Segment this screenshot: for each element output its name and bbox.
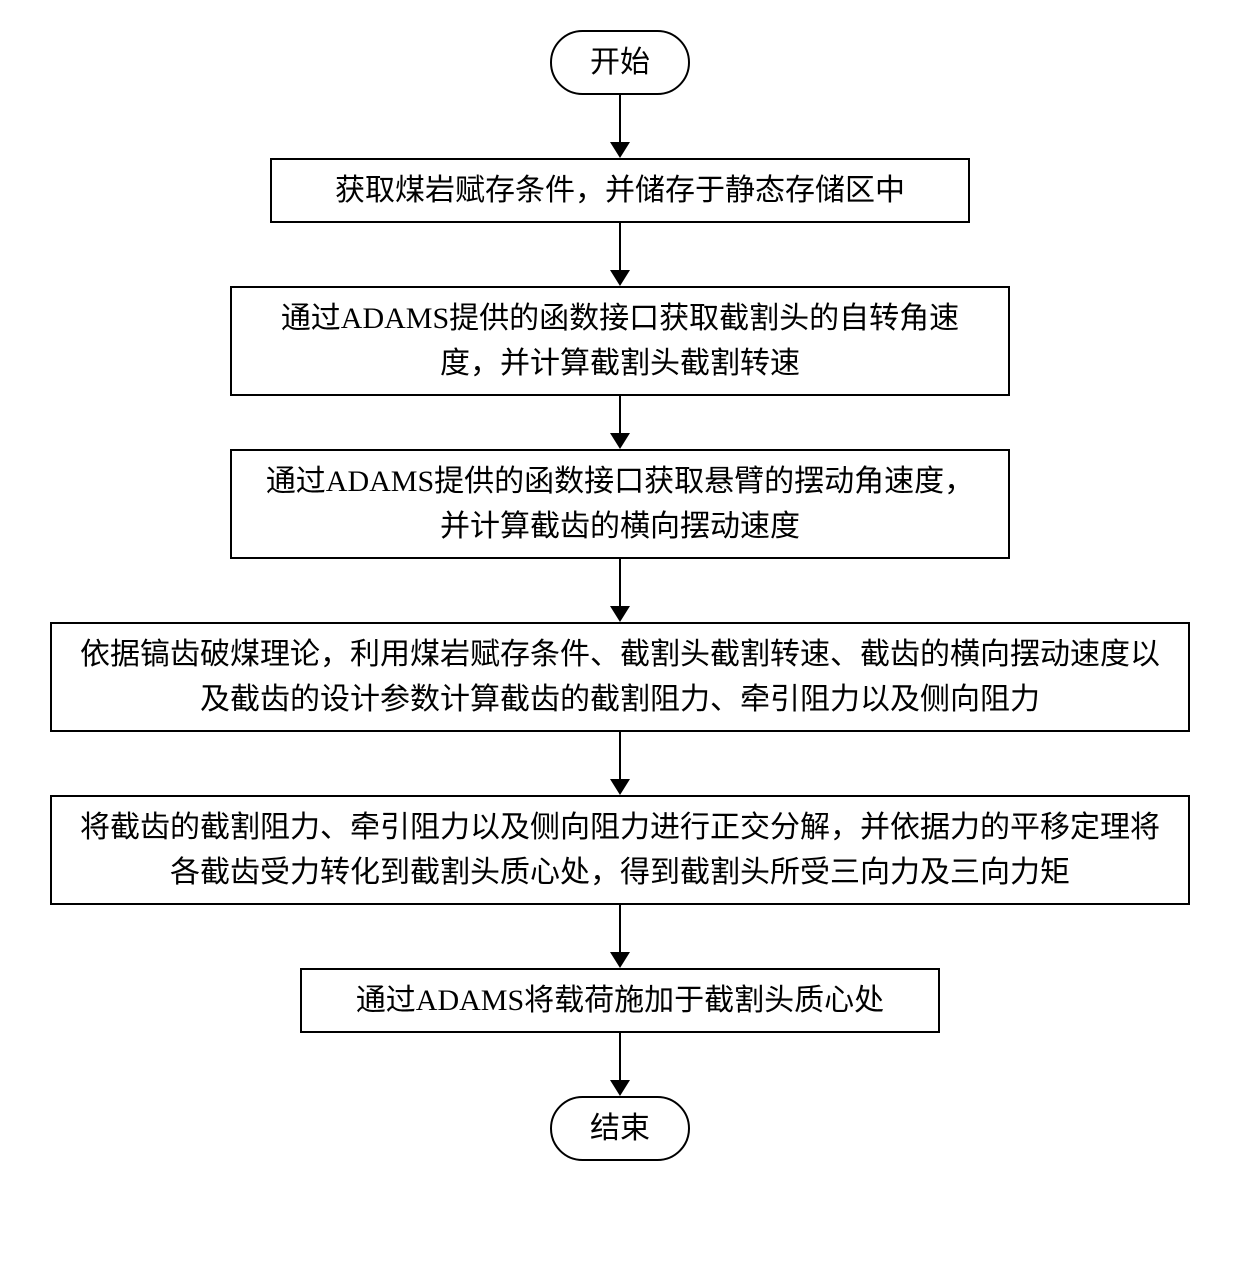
arrow-head-icon: [610, 952, 630, 968]
step-text: 通过ADAMS提供的函数接口获取截割头的自转角速度，并计算截割头截割转速: [252, 296, 988, 386]
start-label: 开始: [590, 40, 650, 85]
end-label: 结束: [590, 1106, 650, 1151]
arrow-head-icon: [610, 1080, 630, 1096]
end-terminator: 结束: [550, 1096, 690, 1161]
arrow-line: [619, 223, 622, 271]
arrow-line: [619, 732, 622, 780]
process-step-5: 通过ADAMS将载荷施加于截割头质心处: [300, 968, 940, 1033]
start-terminator: 开始: [550, 30, 690, 95]
arrow-line: [619, 559, 622, 607]
arrow-6: [610, 1033, 630, 1096]
arrow-head-icon: [610, 779, 630, 795]
arrow-head-icon: [610, 142, 630, 158]
arrow-0: [610, 95, 630, 158]
arrow-1: [610, 223, 630, 286]
arrow-3: [610, 559, 630, 622]
arrow-line: [619, 95, 622, 143]
process-step-3: 依据镐齿破煤理论，利用煤岩赋存条件、截割头截割转速、截齿的横向摆动速度以及截齿的…: [50, 622, 1190, 732]
arrow-line: [619, 905, 622, 953]
arrow-head-icon: [610, 270, 630, 286]
process-step-2: 通过ADAMS提供的函数接口获取悬臂的摆动角速度，并计算截齿的横向摆动速度: [230, 449, 1010, 559]
arrow-5: [610, 905, 630, 968]
process-step-4: 将截齿的截割阻力、牵引阻力以及侧向阻力进行正交分解，并依据力的平移定理将各截齿受…: [50, 795, 1190, 905]
arrow-head-icon: [610, 606, 630, 622]
arrow-head-icon: [610, 433, 630, 449]
process-step-0: 获取煤岩赋存条件，并储存于静态存储区中: [270, 158, 970, 223]
step-text: 依据镐齿破煤理论，利用煤岩赋存条件、截割头截割转速、截齿的横向摆动速度以及截齿的…: [72, 632, 1168, 722]
arrow-2: [610, 396, 630, 449]
arrow-line: [619, 396, 622, 434]
step-text: 将截齿的截割阻力、牵引阻力以及侧向阻力进行正交分解，并依据力的平移定理将各截齿受…: [72, 805, 1168, 895]
arrow-line: [619, 1033, 622, 1081]
step-text: 通过ADAMS提供的函数接口获取悬臂的摆动角速度，并计算截齿的横向摆动速度: [252, 459, 988, 549]
flowchart-container: 开始 获取煤岩赋存条件，并储存于静态存储区中 通过ADAMS提供的函数接口获取截…: [40, 30, 1200, 1161]
step-text: 通过ADAMS将载荷施加于截割头质心处: [356, 978, 884, 1023]
arrow-4: [610, 732, 630, 795]
step-text: 获取煤岩赋存条件，并储存于静态存储区中: [335, 168, 905, 213]
process-step-1: 通过ADAMS提供的函数接口获取截割头的自转角速度，并计算截割头截割转速: [230, 286, 1010, 396]
